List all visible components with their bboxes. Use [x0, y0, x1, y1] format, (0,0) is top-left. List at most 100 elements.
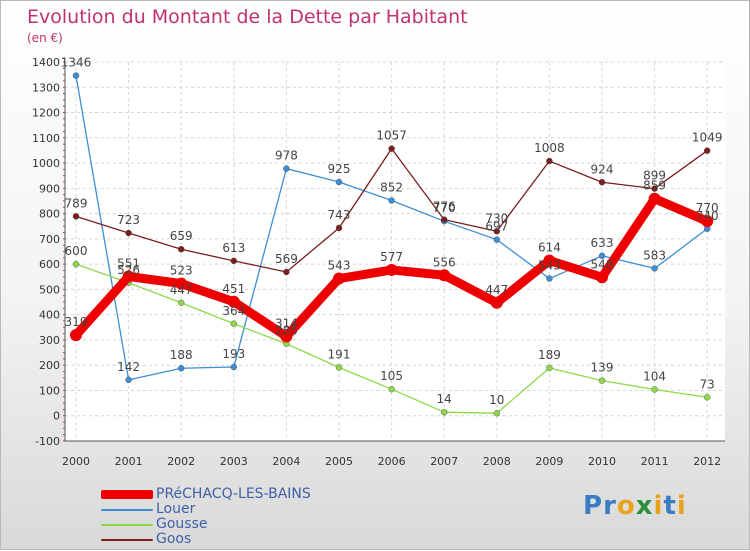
data-point — [701, 215, 714, 228]
data-label: 583 — [643, 248, 666, 262]
data-label: 859 — [643, 179, 666, 193]
data-label: 770 — [696, 201, 719, 215]
data-label: 1057 — [376, 129, 407, 143]
y-tick-label: 700 — [39, 233, 60, 246]
data-label: 600 — [65, 244, 88, 258]
legend-label: PRéCHACQ-LES-BAINS — [156, 486, 311, 502]
y-tick-label: 200 — [39, 359, 60, 372]
data-label: 899 — [643, 169, 666, 183]
data-label: 188 — [170, 348, 193, 362]
data-label: 556 — [433, 255, 456, 269]
data-label: 924 — [591, 162, 614, 176]
data-label: 978 — [275, 149, 298, 163]
legend-item: PRéCHACQ-LES-BAINS — [101, 487, 311, 502]
data-point — [70, 329, 82, 342]
data-point — [227, 295, 240, 308]
data-label: 697 — [485, 220, 508, 234]
data-point — [230, 320, 238, 327]
data-label: 285 — [275, 324, 298, 338]
data-label: 523 — [170, 264, 193, 278]
data-label: 73 — [700, 377, 715, 391]
data-label: 743 — [328, 208, 351, 222]
x-tick-label: 2007 — [430, 455, 458, 468]
data-point — [493, 228, 500, 235]
data-point — [175, 277, 188, 290]
logo-letter: x — [635, 491, 654, 521]
data-point — [72, 213, 80, 220]
legend-swatch — [101, 508, 153, 511]
data-point — [280, 330, 293, 343]
y-tick-label: 800 — [39, 208, 60, 221]
data-label: 659 — [170, 229, 193, 243]
legend-item: Goos — [101, 532, 311, 547]
data-label: 543 — [328, 259, 351, 273]
data-label: 723 — [117, 213, 140, 227]
legend-label: Goos — [156, 531, 192, 547]
data-label: 10 — [489, 393, 504, 407]
data-label: 569 — [275, 252, 298, 266]
data-point — [388, 386, 395, 393]
data-point — [177, 299, 185, 306]
data-point — [598, 179, 606, 186]
y-tick-label: 100 — [39, 384, 60, 397]
x-tick-label: 2010 — [588, 455, 616, 468]
x-tick-label: 2009 — [535, 455, 563, 468]
y-tick-label: 400 — [39, 309, 60, 322]
y-tick-label: 500 — [39, 283, 60, 296]
data-label: 730 — [485, 211, 508, 225]
data-label: 770 — [433, 201, 456, 215]
x-tick-label: 2011 — [641, 455, 669, 468]
x-tick-label: 2003 — [220, 455, 248, 468]
data-point — [177, 365, 185, 372]
data-label: 314 — [275, 316, 298, 330]
data-label: 139 — [591, 361, 614, 375]
data-point — [441, 408, 448, 416]
data-point — [596, 271, 608, 284]
data-point — [125, 229, 132, 237]
data-label: 776 — [433, 200, 456, 214]
data-point — [72, 72, 80, 79]
data-point — [335, 224, 343, 232]
data-label: 191 — [328, 347, 351, 361]
data-label: 189 — [538, 348, 561, 362]
data-point — [651, 265, 658, 272]
data-point — [651, 185, 658, 192]
data-point — [230, 257, 238, 265]
logo-letter: P — [583, 491, 604, 521]
x-tick-label: 2008 — [483, 455, 511, 468]
data-label: 1008 — [534, 141, 565, 155]
legend-swatch — [101, 523, 153, 526]
data-point — [385, 263, 398, 276]
data-point — [648, 192, 661, 205]
data-point — [441, 216, 448, 223]
y-tick-label: 300 — [39, 334, 60, 347]
data-label: 613 — [222, 241, 245, 255]
y-tick-label: 0 — [53, 410, 60, 423]
data-point — [283, 268, 290, 276]
chart-legend: PRéCHACQ-LES-BAINS Louer Gousse Goos — [101, 487, 311, 547]
data-label: 447 — [170, 283, 193, 297]
data-point — [493, 410, 500, 417]
data-label: 789 — [65, 196, 88, 210]
data-label: 526 — [117, 263, 140, 277]
data-label: 925 — [328, 162, 351, 176]
data-label: 577 — [380, 250, 403, 264]
data-label: 451 — [222, 282, 245, 296]
x-tick-label: 2005 — [325, 455, 353, 468]
data-label: 543 — [538, 259, 561, 273]
data-point — [704, 147, 711, 154]
data-label: 104 — [643, 369, 666, 383]
logo-letter: r — [603, 491, 617, 521]
proxiti-logo: Proxiti — [583, 491, 687, 521]
data-label: 633 — [591, 236, 614, 250]
data-point — [72, 260, 80, 268]
y-tick-label: 1400 — [32, 56, 60, 69]
x-tick-label: 2004 — [272, 455, 300, 468]
legend-label: Louer — [156, 501, 196, 517]
data-point — [651, 386, 658, 393]
data-point — [704, 394, 711, 401]
legend-item: Louer — [101, 502, 311, 517]
data-label: 740 — [696, 209, 719, 223]
data-label: 364 — [222, 304, 245, 318]
